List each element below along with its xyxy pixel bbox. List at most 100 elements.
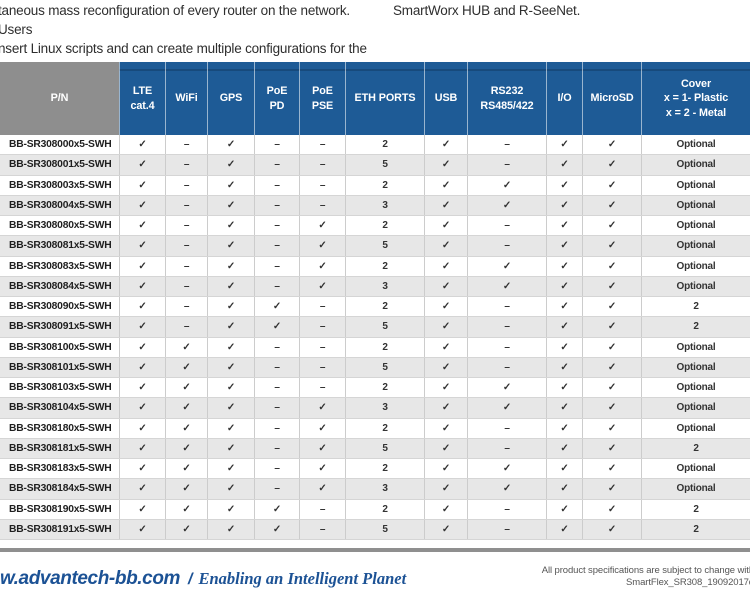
column-header-poe-pse: PoE PSE [299, 62, 345, 135]
spec-cell-eth-ports: 5 [345, 155, 424, 175]
spec-cell-wifi: ✓ [165, 438, 207, 458]
spec-cell-eth-ports: 5 [345, 357, 424, 377]
spec-cell-io: ✓ [546, 418, 582, 438]
spec-cell-rs232: ✓ [467, 459, 546, 479]
spec-cell-cover: Optional [641, 398, 750, 418]
spec-cell-poe-pd: – [254, 276, 299, 296]
spec-cell-wifi: – [165, 135, 207, 155]
column-header-io: I/O [546, 62, 582, 135]
spec-cell-usb: ✓ [424, 418, 467, 438]
spec-cell-gps: ✓ [207, 519, 254, 539]
spec-cell-microsd: ✓ [582, 398, 641, 418]
spec-cell-eth-ports: 3 [345, 195, 424, 215]
table-row: BB-SR308184x5-SWH ✓ ✓ ✓ – ✓ 3 ✓ ✓ ✓ ✓ Optional [0, 479, 750, 500]
table-row: BB-SR308090x5-SWH ✓ – ✓ ✓ –2 ✓ – ✓ ✓ 2 [0, 297, 750, 318]
spec-cell-poe-pd: ✓ [254, 297, 299, 317]
column-header-microsd: MicroSD [582, 62, 641, 135]
spec-cell-microsd: ✓ [582, 378, 641, 398]
table-row: BB-SR308181x5-SWH ✓ ✓ ✓ – ✓ 5 ✓ – ✓ ✓ 2 [0, 438, 750, 459]
spec-cell-io: ✓ [546, 256, 582, 276]
spec-cell-usb: ✓ [424, 459, 467, 479]
spec-cell-io: ✓ [546, 155, 582, 175]
spec-cell-eth-ports: 3 [345, 479, 424, 499]
spec-cell-rs232: – [467, 337, 546, 357]
table-row: BB-SR308183x5-SWH ✓ ✓ ✓ – ✓ 2 ✓ ✓ ✓ ✓ Optional [0, 459, 750, 480]
spec-cell-poe-pd: ✓ [254, 519, 299, 539]
table-row: BB-SR308084x5-SWH ✓ – ✓ – ✓ 3 ✓ ✓ ✓ ✓ Optional [0, 276, 750, 297]
table-row: BB-SR308003x5-SWH ✓ – ✓ – –2 ✓ ✓ ✓ ✓ Optional [0, 175, 750, 196]
spec-cell-usb: ✓ [424, 256, 467, 276]
spec-cell-poe-pse: – [299, 357, 345, 377]
website-url: w.advantech-bb.com [0, 568, 181, 589]
pn-cell: BB-SR308190x5-SWH [9, 503, 112, 515]
pn-cell: BB-SR308180x5-SWH [9, 422, 112, 434]
spec-cell-microsd: ✓ [582, 297, 641, 317]
spec-cell-microsd: ✓ [582, 155, 641, 175]
spec-cell-cover: Optional [641, 195, 750, 215]
spec-cell-usb: ✓ [424, 378, 467, 398]
spec-cell-usb: ✓ [424, 317, 467, 337]
spec-cell-eth-ports: 5 [345, 317, 424, 337]
spec-cell-io: ✓ [546, 195, 582, 215]
pn-cell: BB-SR308003x5-SWH [9, 179, 112, 191]
spec-cell-cover: Optional [641, 276, 750, 296]
pn-cell: BB-SR308184x5-SWH [9, 483, 112, 495]
spec-cell-poe-pd: – [254, 337, 299, 357]
spec-cell-microsd: ✓ [582, 256, 641, 276]
pn-cell: BB-SR308091x5-SWH [9, 321, 112, 333]
spec-cell-eth-ports: 2 [345, 175, 424, 195]
spec-cell-rs232: – [467, 418, 546, 438]
spec-cell-eth-ports: 2 [345, 297, 424, 317]
spec-cell-gps: ✓ [207, 317, 254, 337]
spec-cell-wifi: – [165, 155, 207, 175]
spec-cell-eth-ports: 3 [345, 398, 424, 418]
spec-cell-poe-pd: – [254, 195, 299, 215]
spec-cell-lte-cat4: ✓ [119, 276, 165, 296]
spec-cell-lte-cat4: ✓ [119, 499, 165, 519]
spec-cell-eth-ports: 5 [345, 519, 424, 539]
table-row: BB-SR308104x5-SWH ✓ ✓ ✓ – ✓ 3 ✓ ✓ ✓ ✓ Optional [0, 398, 750, 419]
footer-divider-bar [0, 548, 750, 552]
column-header-poe-pd: PoE PD [254, 62, 299, 135]
spec-cell-gps: ✓ [207, 499, 254, 519]
spec-cell-cover: 2 [641, 499, 750, 519]
column-header-pn: P/N [0, 62, 119, 135]
spec-cell-gps: ✓ [207, 236, 254, 256]
spec-cell-gps: ✓ [207, 256, 254, 276]
spec-cell-wifi: ✓ [165, 479, 207, 499]
spec-cell-gps: ✓ [207, 276, 254, 296]
pn-cell: BB-SR308191x5-SWH [9, 523, 112, 535]
spec-cell-poe-pd: – [254, 216, 299, 236]
spec-cell-poe-pd: – [254, 378, 299, 398]
table-row: BB-SR308191x5-SWH ✓ ✓ ✓ ✓ –5 ✓ – ✓ ✓ 2 [0, 519, 750, 540]
spec-cell-io: ✓ [546, 216, 582, 236]
spec-cell-eth-ports: 2 [345, 459, 424, 479]
spec-cell-io: ✓ [546, 135, 582, 155]
spec-cell-gps: ✓ [207, 337, 254, 357]
spec-cell-io: ✓ [546, 337, 582, 357]
spec-cell-lte-cat4: ✓ [119, 175, 165, 195]
spec-cell-poe-pse: – [299, 499, 345, 519]
spec-cell-poe-pd: ✓ [254, 317, 299, 337]
spec-cell-cover: 2 [641, 317, 750, 337]
spec-cell-cover: Optional [641, 236, 750, 256]
spec-cell-poe-pd: – [254, 479, 299, 499]
pn-cell: BB-SR308100x5-SWH [9, 341, 112, 353]
spec-cell-poe-pse: – [299, 378, 345, 398]
spec-cell-gps: ✓ [207, 175, 254, 195]
spec-cell-io: ✓ [546, 297, 582, 317]
table-body: BB-SR308000x5-SWH ✓ – ✓ – –2 ✓ – ✓ ✓ Optional BB-SR… [0, 135, 750, 540]
spec-cell-cover: Optional [641, 256, 750, 276]
spec-cell-wifi: – [165, 175, 207, 195]
spec-cell-gps: ✓ [207, 418, 254, 438]
spec-cell-cover: Optional [641, 135, 750, 155]
spec-cell-usb: ✓ [424, 276, 467, 296]
spec-cell-poe-pd: – [254, 438, 299, 458]
table-row: BB-SR308091x5-SWH ✓ – ✓ ✓ –5 ✓ – ✓ ✓ 2 [0, 317, 750, 338]
pn-cell: BB-SR308084x5-SWH [9, 280, 112, 292]
spec-cell-gps: ✓ [207, 195, 254, 215]
spec-cell-rs232: – [467, 357, 546, 377]
spec-cell-rs232: – [467, 135, 546, 155]
spec-cell-usb: ✓ [424, 357, 467, 377]
spec-cell-microsd: ✓ [582, 499, 641, 519]
